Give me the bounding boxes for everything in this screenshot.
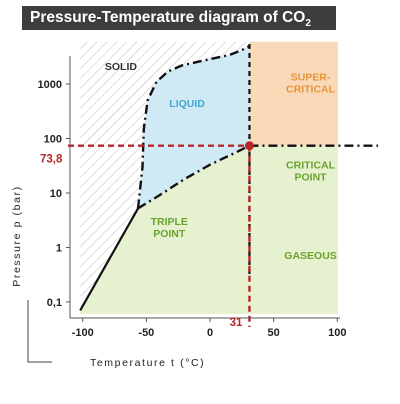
- curve-melting: [136, 44, 251, 209]
- region-label-gaseous: GASEOUS: [284, 250, 337, 262]
- critical-pressure-value: 73,8: [40, 154, 63, 166]
- curve-vaporization: [137, 144, 251, 210]
- critical-point-marker: [244, 141, 254, 151]
- region-label-solid: SOLID: [105, 61, 138, 73]
- labels-layer: SOLIDLIQUIDSUPER-CRITICALTRIPLEPOINTCRIT…: [105, 61, 337, 262]
- y-tick-label: 100: [44, 134, 62, 146]
- y-tick-label: 1000: [38, 79, 62, 91]
- region-label-triple: TRIPLE: [151, 216, 188, 228]
- chart-title: Pressure-Temperature diagram of CO2: [30, 9, 311, 30]
- y-axis-label: Pressure p (bar): [11, 185, 23, 286]
- region-gas: [80, 145, 250, 314]
- region-label-critical: POINT: [294, 172, 327, 184]
- x-tick-label: -50: [138, 327, 154, 339]
- regions-layer: [80, 41, 400, 314]
- y-tick-label: 1: [56, 242, 62, 254]
- y-tick-label: 0,1: [47, 297, 62, 309]
- title-bar: Pressure-Temperature diagram of CO2: [22, 6, 336, 30]
- x-tick-label: 0: [207, 327, 213, 339]
- region-label-liquid: LIQUID: [169, 98, 205, 110]
- x-axis-label: Temperature t (°C): [90, 357, 205, 369]
- axes-layer: 0,1 1 10 100 1000 -100 -50 0 50 100 Pressure p (ba…: [11, 56, 346, 369]
- title-subscript: 2: [305, 18, 311, 30]
- region-critical-gas: [249, 145, 400, 314]
- critical-temperature-value: 31: [230, 317, 243, 329]
- x-tick-label: 100: [328, 327, 346, 339]
- curves-layer: [68, 44, 378, 327]
- curve-sublimation: [79, 207, 139, 311]
- region-supercritical: [249, 41, 338, 146]
- region-solid: [80, 41, 250, 311]
- y-tick-label: 10: [50, 188, 62, 200]
- x-tick-label: -100: [72, 327, 94, 339]
- x-tick-label: 50: [268, 327, 280, 339]
- region-liquid: [138, 46, 250, 209]
- region-label-triple: POINT: [153, 228, 186, 240]
- region-label-supercritical: SUPER-: [291, 72, 331, 84]
- region-label-supercritical: CRITICAL: [286, 84, 336, 96]
- axis-bracket: [27, 300, 52, 363]
- region-label-critical: CRITICAL: [286, 160, 336, 172]
